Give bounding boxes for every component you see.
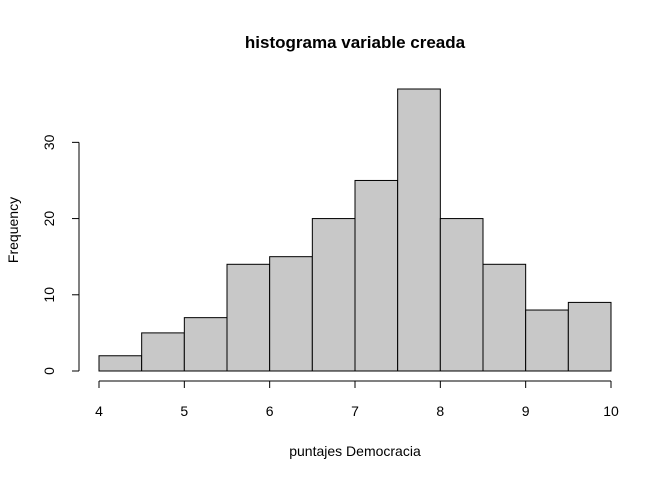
histogram-bar-7 — [354, 179, 399, 372]
chart-title: histograma variable creada — [245, 33, 466, 52]
histogram-bar-2 — [141, 332, 185, 372]
y-tick-label: 30 — [41, 134, 57, 150]
histogram-bar-9 — [439, 218, 484, 372]
y-tick-label: 0 — [41, 367, 57, 375]
bars-group — [98, 88, 612, 372]
x-tick-label: 6 — [266, 403, 274, 419]
y-axis: 0 10 20 30 — [41, 134, 80, 375]
histogram-bar-11 — [525, 309, 569, 372]
x-tick-label: 8 — [436, 403, 444, 419]
x-tick-label: 9 — [522, 403, 530, 419]
histogram-bar-1 — [98, 355, 143, 372]
histogram-bar-5 — [269, 256, 313, 372]
y-axis-label: Frequency — [5, 197, 21, 263]
histogram-bar-8 — [397, 88, 441, 372]
x-tick-label: 7 — [351, 403, 359, 419]
histogram-bar-3 — [183, 317, 228, 372]
histogram-bar-10 — [482, 263, 527, 372]
histogram-bar-4 — [226, 263, 271, 372]
x-axis: 4 5 6 7 8 9 10 — [95, 380, 619, 419]
x-tick-label: 4 — [95, 403, 103, 419]
x-tick-label: 5 — [180, 403, 188, 419]
y-tick-label: 10 — [41, 287, 57, 303]
y-tick-label: 20 — [41, 211, 57, 227]
histogram-bar-12 — [567, 301, 612, 372]
histogram-bar-6 — [311, 218, 356, 372]
x-tick-label: 10 — [603, 403, 619, 419]
x-axis-label: puntajes Democracia — [289, 443, 421, 459]
